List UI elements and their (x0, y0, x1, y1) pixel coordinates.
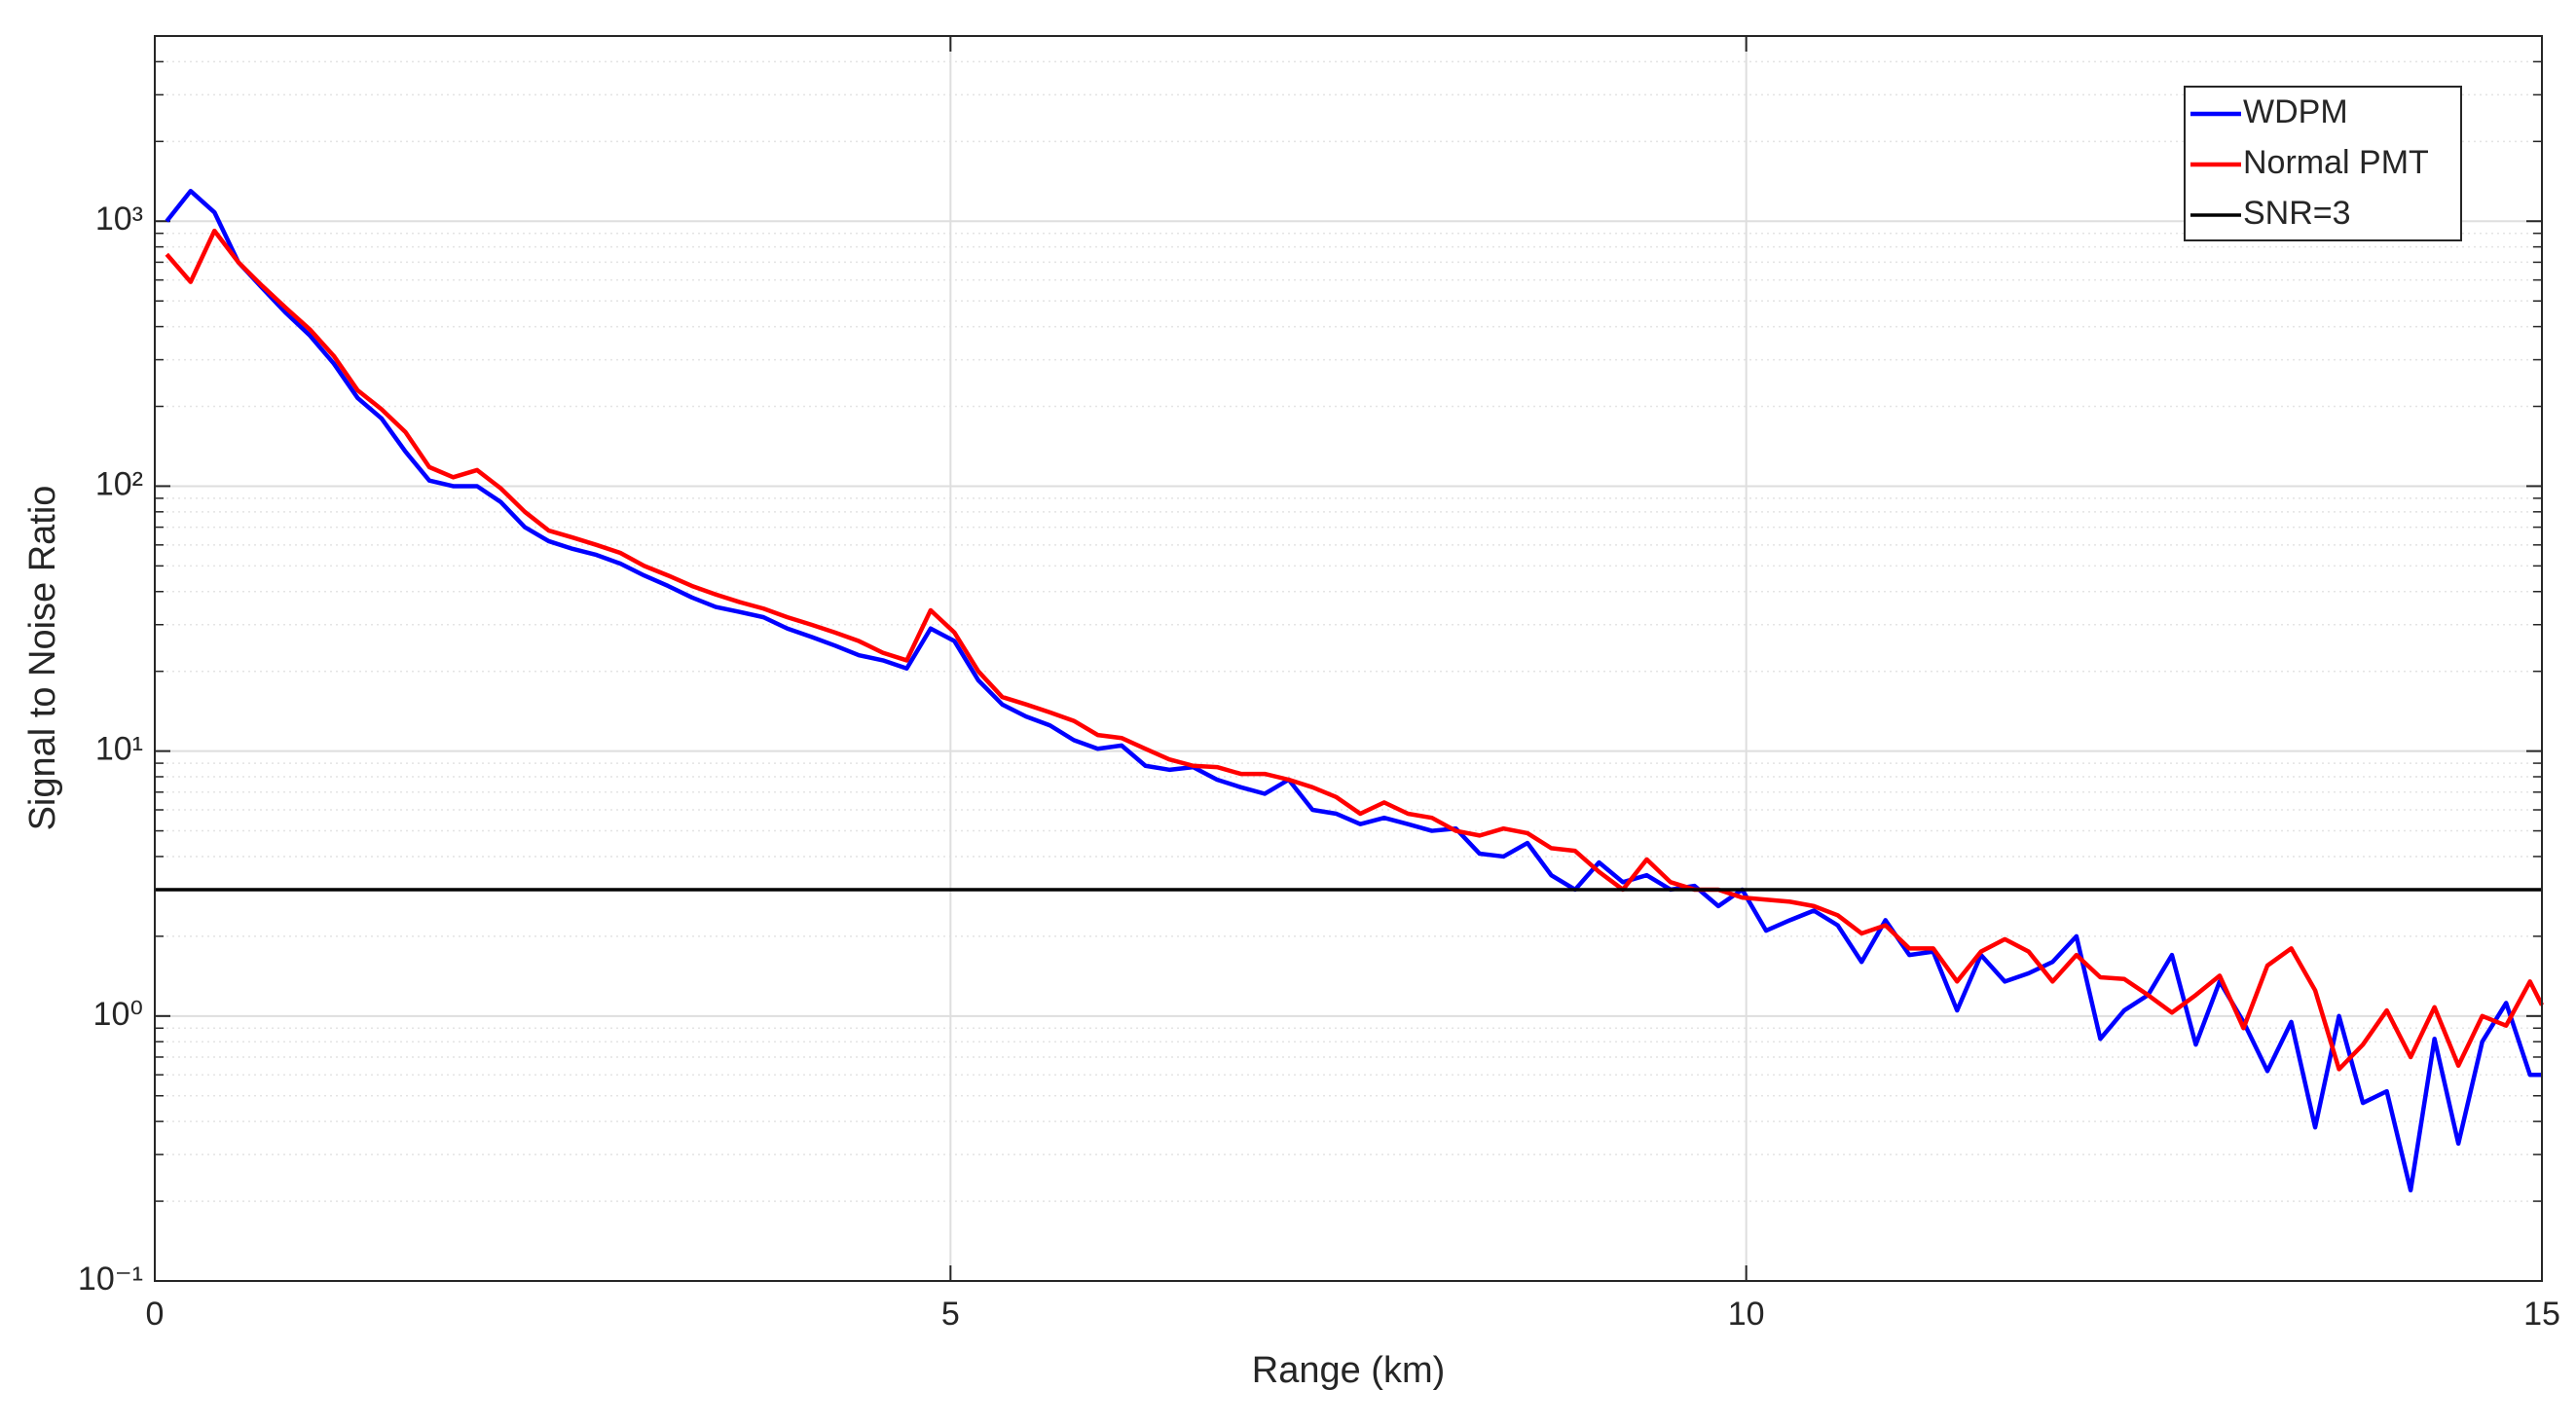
x-tick-label: 15 (2523, 1296, 2560, 1333)
y-tick-label: 10⁻¹ (78, 1261, 143, 1298)
y-tick-label: 10¹ (95, 731, 143, 768)
y-tick-label: 10² (95, 465, 143, 502)
y-tick-label: 10⁰ (93, 996, 143, 1033)
x-tick-label: 5 (941, 1296, 960, 1333)
legend-label: Normal PMT (2243, 144, 2429, 181)
plot (155, 188, 2545, 1193)
y-axis-label: Signal to Noise Ratio (22, 486, 63, 831)
x-tick-label: 0 (146, 1296, 165, 1333)
legend-label: WDPM (2243, 93, 2348, 130)
y-tick-label: 10³ (95, 201, 143, 238)
legend: WDPM Normal PMT SNR=3 (2184, 86, 2462, 241)
series-line (165, 188, 2542, 1193)
x-tick-label: 10 (1728, 1296, 1765, 1333)
x-axis-label: Range (km) (1252, 1350, 1446, 1391)
legend-label: SNR=3 (2243, 195, 2351, 232)
grid (154, 36, 2543, 1282)
plot-border (154, 35, 2543, 1282)
series-line (165, 228, 2545, 1072)
